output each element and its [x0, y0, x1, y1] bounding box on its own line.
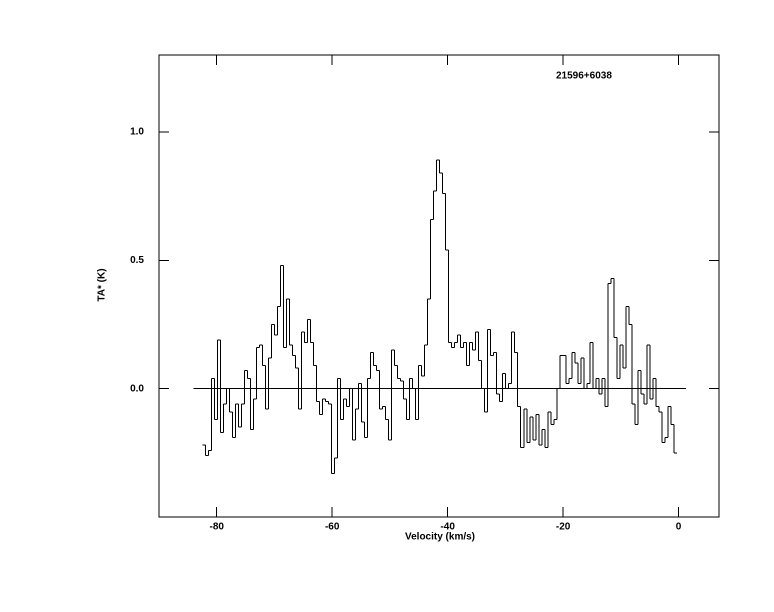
- y-tick-label: 0.5: [130, 255, 144, 266]
- chart-title: 21596+6038: [556, 71, 612, 82]
- plot-frame: [158, 54, 720, 518]
- x-axis-label: Velocity (km/s): [405, 532, 475, 543]
- x-tick-label: -20: [556, 522, 571, 533]
- x-tick-label: -40: [440, 522, 455, 533]
- x-tick-label: -60: [325, 522, 340, 533]
- y-tick-label: 0.0: [130, 383, 144, 394]
- x-tick-label: -80: [210, 522, 225, 533]
- y-axis-label: TA* (K): [97, 268, 108, 301]
- x-tick-label: 0: [676, 522, 682, 533]
- y-tick-label: 1.0: [130, 127, 144, 138]
